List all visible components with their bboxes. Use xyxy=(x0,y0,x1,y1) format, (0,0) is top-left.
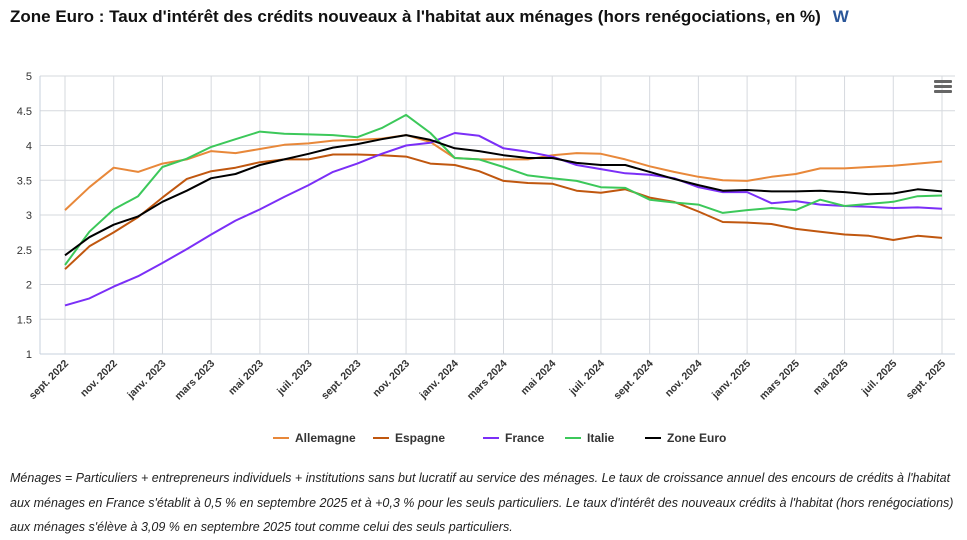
y-tick-label: 2.5 xyxy=(17,245,32,257)
x-tick-label: janv. 2023 xyxy=(124,358,168,402)
y-tick-label: 3.5 xyxy=(17,175,32,187)
x-tick-label: nov. 2022 xyxy=(78,358,120,400)
page-title: Zone Euro : Taux d'intérêt des crédits n… xyxy=(10,7,849,27)
footnote: Ménages = Particuliers + entrepreneurs i… xyxy=(10,471,954,534)
x-tick-label: mars 2024 xyxy=(465,358,510,403)
x-tick-label: nov. 2024 xyxy=(663,358,705,400)
legend-item[interactable]: Italie xyxy=(587,431,615,445)
x-tick-label: mai 2024 xyxy=(518,358,558,398)
series-line-allemagne xyxy=(64,134,943,211)
series-line-zone-euro xyxy=(64,134,943,257)
y-tick-label: 2 xyxy=(26,280,32,292)
y-tick-label: 1.5 xyxy=(17,314,32,326)
series-line-france xyxy=(64,132,943,307)
x-tick-label: juil. 2024 xyxy=(567,358,608,399)
x-tick-label: juil. 2025 xyxy=(859,358,900,399)
y-tick-label: 4.5 xyxy=(17,106,32,118)
x-tick-label: janv. 2024 xyxy=(417,358,461,402)
series-line-italie xyxy=(64,113,943,266)
x-tick-label: sept. 2025 xyxy=(904,358,949,403)
legend-item[interactable]: Zone Euro xyxy=(667,431,726,445)
y-tick-label: 5 xyxy=(26,71,32,83)
y-tick-label: 3 xyxy=(26,210,32,222)
x-tick-label: juil. 2023 xyxy=(274,358,315,399)
x-tick-label: sept. 2024 xyxy=(611,358,656,403)
series-line-espagne xyxy=(64,153,943,270)
x-tick-label: mars 2023 xyxy=(172,358,217,403)
x-tick-label: mai 2023 xyxy=(226,358,266,398)
w-logo-icon[interactable]: W xyxy=(832,7,849,26)
y-tick-label: 4 xyxy=(26,141,32,153)
legend-item[interactable]: Espagne xyxy=(395,431,445,445)
x-tick-label: mai 2025 xyxy=(811,358,851,398)
x-tick-label: nov. 2023 xyxy=(370,358,412,400)
chart-title: Zone Euro : Taux d'intérêt des crédits n… xyxy=(10,7,821,26)
x-tick-label: mars 2025 xyxy=(757,358,802,403)
x-tick-label: sept. 2022 xyxy=(27,358,72,403)
legend-item[interactable]: France xyxy=(505,431,545,445)
x-tick-label: sept. 2023 xyxy=(319,358,364,403)
legend-item[interactable]: Allemagne xyxy=(295,431,356,445)
y-tick-label: 1 xyxy=(26,349,32,361)
x-tick-label: janv. 2025 xyxy=(709,358,753,402)
hamburger-menu-icon[interactable] xyxy=(934,80,952,96)
